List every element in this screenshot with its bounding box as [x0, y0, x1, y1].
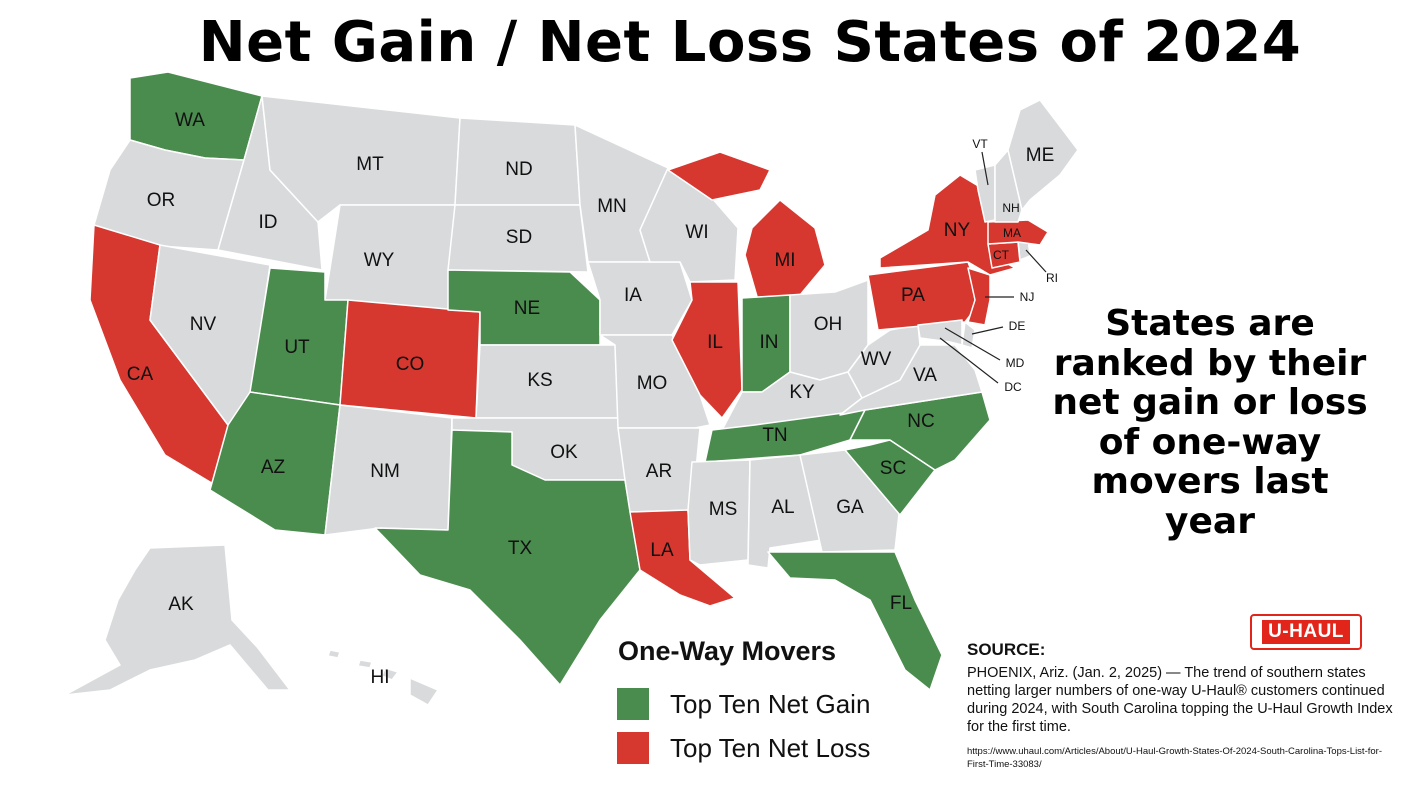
label-OH: OH: [814, 314, 843, 335]
leader-line-dc: [939, 337, 999, 384]
leader-line-md: [944, 327, 1001, 361]
label-VT: VT: [972, 137, 988, 151]
label-FL: FL: [890, 593, 912, 614]
label-AZ: AZ: [261, 457, 286, 478]
label-CO: CO: [396, 354, 425, 375]
label-ID: ID: [259, 212, 278, 233]
label-NM: NM: [370, 461, 400, 482]
source-body: PHOENIX, Ariz. (Jan. 2, 2025) — The tren…: [967, 665, 1393, 735]
label-AL: AL: [771, 497, 794, 518]
label-NC: NC: [907, 411, 934, 432]
state-VT: [974, 164, 996, 223]
state-HI: [327, 649, 439, 706]
label-HI: HI: [371, 667, 390, 688]
label-IN: IN: [760, 332, 779, 353]
source-heading: SOURCE:: [967, 640, 1046, 659]
leader-line-vt: [981, 151, 989, 186]
label-WI: WI: [685, 222, 708, 243]
legend-item-loss: Top Ten Net Loss: [612, 731, 870, 765]
legend-swatch-loss: [617, 732, 649, 764]
label-WY: WY: [364, 250, 395, 271]
label-CT: CT: [993, 248, 1010, 262]
label-AR: AR: [646, 461, 672, 482]
label-KY: KY: [789, 382, 815, 403]
legend: One-Way Movers Top Ten Net Gain Top Ten …: [612, 636, 870, 775]
label-MD: MD: [1006, 356, 1025, 370]
label-NH: NH: [1002, 201, 1019, 215]
label-ME: ME: [1026, 145, 1055, 166]
label-SC: SC: [880, 458, 906, 479]
label-TX: TX: [508, 538, 533, 559]
label-CA: CA: [127, 364, 154, 385]
label-TN: TN: [762, 425, 787, 446]
state-FL: [767, 551, 943, 691]
state-NH: [994, 149, 1023, 223]
state-MI: [667, 151, 826, 301]
label-MT: MT: [356, 154, 384, 175]
legend-label-gain: Top Ten Net Gain: [670, 688, 871, 719]
label-MA: MA: [1003, 226, 1021, 240]
label-KS: KS: [527, 370, 552, 391]
label-NJ: NJ: [1020, 290, 1035, 304]
label-MN: MN: [597, 196, 627, 217]
label-VA: VA: [913, 365, 937, 386]
label-SD: SD: [506, 227, 532, 248]
label-NY: NY: [944, 220, 971, 241]
leader-line-ri: [1025, 249, 1047, 273]
state-AK: [64, 544, 291, 696]
leader-line-de: [971, 326, 1004, 335]
state-MA: [987, 219, 1049, 246]
label-PA: PA: [901, 285, 925, 306]
label-RI: RI: [1046, 271, 1058, 285]
source-url: https://www.uhaul.com/Articles/About/U-H…: [967, 746, 1382, 770]
legend-label-loss: Top Ten Net Loss: [670, 732, 871, 763]
ranking-note: States are ranked by their net gain or l…: [1052, 303, 1368, 542]
label-GA: GA: [836, 497, 864, 518]
label-MS: MS: [709, 499, 738, 520]
map-title: Net Gain / Net Loss States of 2024: [198, 10, 1302, 75]
legend-title: One-Way Movers: [618, 636, 837, 666]
state-NJ: [967, 267, 991, 326]
label-MI: MI: [774, 250, 795, 271]
state-DE: [961, 321, 976, 349]
label-MO: MO: [637, 373, 668, 394]
uhaul-logo: U-HAUL: [1250, 614, 1362, 650]
state-SD: [447, 204, 589, 273]
label-DC: DC: [1004, 380, 1022, 394]
legend-swatch-gain: [617, 688, 649, 720]
label-IA: IA: [624, 285, 642, 306]
label-NE: NE: [514, 298, 540, 319]
label-ND: ND: [505, 159, 532, 180]
label-OK: OK: [550, 442, 578, 463]
label-OR: OR: [147, 190, 176, 211]
state-ME: [1007, 99, 1079, 211]
legend-item-gain: Top Ten Net Gain: [612, 687, 870, 721]
state-PA: [867, 261, 983, 331]
label-WV: WV: [861, 349, 892, 370]
state-TX: [374, 429, 641, 686]
label-WA: WA: [175, 110, 205, 131]
label-AK: AK: [168, 594, 194, 615]
state-MD: [917, 319, 963, 346]
label-UT: UT: [284, 337, 310, 358]
state-GA: [799, 449, 901, 553]
uhaul-logo-text: U-HAUL: [1262, 620, 1350, 644]
label-IL: IL: [707, 332, 723, 353]
state-IL: [671, 281, 743, 419]
label-DE: DE: [1009, 319, 1026, 333]
label-LA: LA: [650, 540, 674, 561]
label-NV: NV: [190, 314, 217, 335]
